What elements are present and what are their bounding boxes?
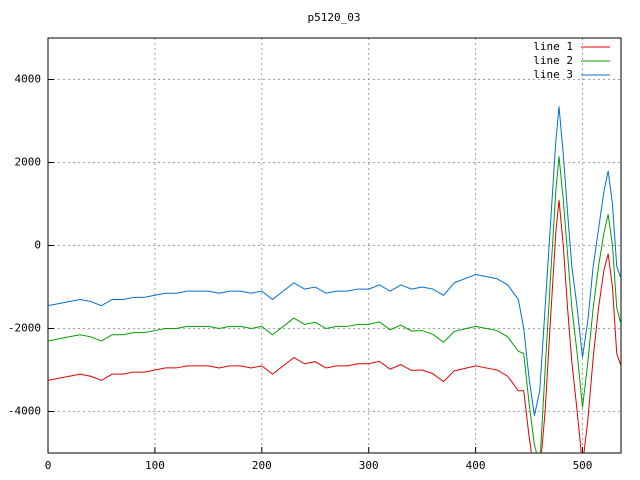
data-line [48, 156, 621, 453]
plot-frame [47, 37, 622, 454]
y-tick-label: 2000 [15, 156, 42, 169]
y-tick-label: 0 [34, 239, 41, 252]
y-tick-label: -4000 [8, 405, 41, 418]
legend-label: line 1 [533, 40, 573, 53]
y-tick-label: 4000 [15, 73, 42, 86]
x-tick-label: 500 [573, 459, 593, 472]
chart-title: p5120_03 [308, 11, 361, 24]
data-line [48, 106, 621, 416]
x-tick-label: 0 [45, 459, 52, 472]
y-tick-label: -2000 [8, 322, 41, 335]
x-tick-label: 400 [466, 459, 486, 472]
x-tick-label: 300 [359, 459, 379, 472]
legend-label: line 3 [533, 68, 573, 81]
data-line [48, 199, 621, 453]
x-tick-label: 200 [252, 459, 272, 472]
x-tick-label: 100 [145, 459, 165, 472]
legend-label: line 2 [533, 54, 573, 67]
plot-area [48, 106, 621, 453]
